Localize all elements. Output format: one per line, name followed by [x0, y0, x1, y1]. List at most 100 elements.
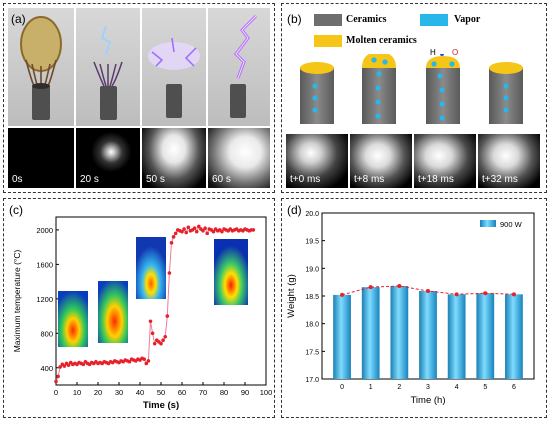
thermal-insets	[58, 237, 248, 347]
weight-point	[454, 292, 459, 297]
weight-point	[397, 284, 402, 289]
legend-vapor: Vapor	[454, 14, 481, 25]
weight-bar	[447, 294, 466, 379]
x-tick-label: 70	[199, 388, 207, 397]
temperature-point	[161, 338, 165, 342]
frame-a4-render	[208, 8, 270, 126]
x-axis-label: Time (h)	[410, 395, 445, 406]
temperature-point	[66, 363, 71, 367]
frame-time-label: 50 s	[146, 174, 165, 185]
x-axis-label: Time (s)	[143, 400, 179, 411]
legend-ceramics: Ceramics	[346, 14, 387, 25]
temperature-point	[180, 229, 184, 234]
x-tick-label: 90	[241, 388, 249, 397]
temperature-point	[58, 365, 62, 369]
temperature-point	[54, 379, 58, 384]
weight-bar	[505, 294, 523, 379]
y-axis-label: Weight (g)	[286, 274, 297, 318]
ceramics-swatch	[314, 14, 342, 26]
x-tick-label: 100	[260, 388, 272, 397]
temperature-point	[142, 357, 146, 361]
temperature-point	[173, 231, 178, 236]
y-tick-label: 800	[40, 329, 53, 338]
temperature-point	[150, 331, 155, 336]
chart-axes: 0 10 20 30 40 50 60 70 80 90 100 400 800 1200 1600 2000…	[12, 216, 272, 411]
temperature-point	[220, 229, 224, 234]
temperature-point	[148, 319, 153, 324]
temperature-point	[169, 241, 174, 245]
arc-render	[230, 14, 258, 118]
temperature-point	[251, 228, 256, 232]
y-tick-label: 20.0	[305, 211, 319, 218]
panel-a: (a) 0s 20 s 50 s 60 s	[3, 3, 275, 193]
frame-a2-render	[76, 8, 140, 126]
vapor-swatch	[420, 14, 448, 26]
temperature-point	[62, 364, 67, 368]
y-tick-label: 19.0	[305, 266, 319, 273]
frame-a1-photo: 0s	[8, 128, 74, 188]
y-tick-label: 2000	[36, 226, 53, 235]
thermal-inset-2	[98, 281, 128, 343]
frame-time-label: 60 s	[212, 174, 231, 185]
panel-c-label: (c)	[9, 203, 23, 217]
thermal-inset-3	[136, 237, 166, 299]
temperature-point	[197, 224, 201, 229]
x-tick-label: 1	[369, 384, 373, 391]
weight-point	[426, 289, 430, 294]
weight-bar	[476, 293, 495, 379]
x-tick-label: 20	[94, 388, 102, 397]
schematic-stage-3	[426, 54, 460, 124]
weight-chart: 17.0 17.5 18.0 18.5 19.0 19.5 20.0 0 1 2 3 4 5 6 Time …	[286, 211, 535, 406]
x-tick-label: 5	[483, 384, 487, 391]
temperature-point	[163, 334, 167, 339]
frame-a3-photo: 50 s	[142, 128, 206, 188]
weight-point	[340, 292, 345, 297]
chart-legend: 900 W	[480, 220, 523, 229]
temperature-point	[186, 225, 191, 230]
temperature-point	[159, 341, 163, 346]
frame-time-label: 0s	[12, 174, 23, 185]
frame-time-label: 20 s	[80, 174, 99, 185]
thermal-inset-1	[58, 291, 88, 347]
temperature-point	[81, 362, 86, 367]
temperature-point	[194, 229, 199, 234]
panel-b-label: (b)	[287, 12, 302, 26]
y-tick-label: 17.5	[305, 349, 319, 356]
thermal-inset-4	[214, 239, 248, 305]
frame-b4-photo: t+32 ms	[478, 134, 540, 188]
weight-point	[511, 292, 516, 297]
weight-bar	[361, 287, 380, 379]
y-tick-label: 1600	[36, 260, 53, 269]
temperature-point	[203, 226, 207, 230]
weight-point	[483, 291, 488, 296]
panel-b: (b) Ceramics Vapor Molten ceramics	[281, 3, 547, 193]
panel-d-label: (d)	[287, 203, 302, 217]
temperature-point	[152, 341, 157, 346]
temperature-point	[56, 374, 60, 379]
frame-time-label: t+32 ms	[482, 174, 518, 185]
legend-label: 900 W	[500, 220, 523, 229]
x-tick-label: 0	[54, 388, 58, 397]
weight-point	[368, 285, 373, 290]
x-tick-label: 3	[426, 384, 430, 391]
temperature-series	[54, 224, 256, 384]
temperature-point	[171, 235, 176, 239]
frame-a4-photo: 60 s	[208, 128, 270, 188]
y-tick-label: 18.5	[305, 294, 319, 301]
panel-c: (c) 0 10 20 30 40 50 60 70 80 90 100 400 800 1200 1600…	[3, 198, 275, 418]
temperature-point	[192, 226, 197, 230]
panel-a-label: (a)	[11, 12, 26, 26]
x-tick-label: 40	[136, 388, 144, 397]
y-tick-label: 400	[40, 364, 53, 373]
weight-bar	[390, 286, 409, 379]
x-tick-label: 2	[397, 384, 401, 391]
temperature-point	[182, 227, 186, 231]
x-tick-label: 4	[455, 384, 459, 391]
legend-molten: Molten ceramics	[346, 35, 417, 46]
temperature-chart: 0 10 20 30 40 50 60 70 80 90 100 400 800 1200 1600 2000…	[12, 216, 272, 411]
weight-bars	[333, 286, 523, 379]
y-tick-label: 19.5	[305, 239, 319, 246]
x-tick-label: 0	[340, 384, 344, 391]
y-tick-label: 17.0	[305, 377, 319, 384]
molecule-o-label: O	[452, 48, 459, 57]
